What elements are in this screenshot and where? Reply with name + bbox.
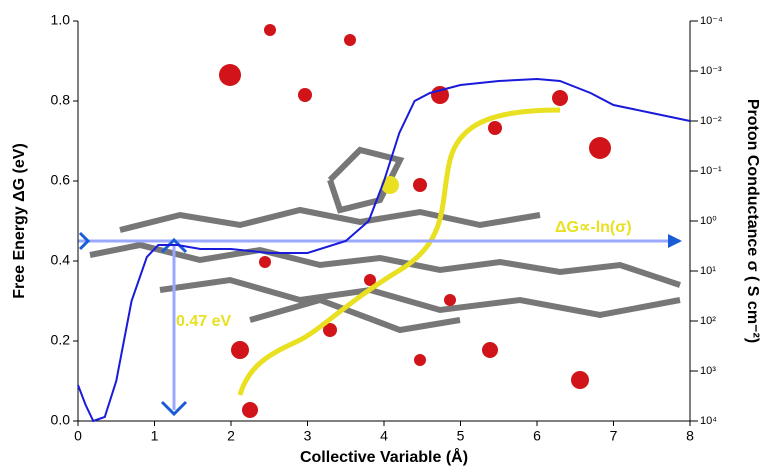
x-tick-label: 6 — [533, 428, 541, 444]
y2-tick-label: 10⁻³ — [700, 65, 722, 77]
x-tick-label: 0 — [74, 428, 82, 444]
x-tick-label: 3 — [304, 428, 312, 444]
y2-tick-label: 10⁻⁴ — [700, 15, 723, 27]
proton-path — [237, 107, 561, 396]
annotation: 0.47 eV — [176, 313, 231, 330]
y-tick-label: 1.0 — [51, 12, 71, 28]
y2-tick-label: 10⁻¹ — [700, 165, 722, 177]
y-tick-label: 0.6 — [51, 172, 71, 188]
y-tick-label: 0.8 — [51, 92, 71, 108]
y-tick-label: 0.2 — [51, 332, 71, 348]
y2-tick-label: 10⁰ — [700, 215, 717, 227]
y-tick-label: 0.0 — [51, 412, 71, 428]
annotation: ΔG∝-ln(σ) — [555, 219, 632, 236]
y2-tick-label: 10² — [700, 315, 716, 327]
x-tick-label: 5 — [457, 428, 465, 444]
y-tick-label: 0.4 — [51, 252, 71, 268]
x-tick-label: 7 — [610, 428, 618, 444]
annotation-arrows — [78, 231, 682, 417]
y2-tick-label: 10¹ — [700, 265, 716, 277]
x-tick-label: 1 — [151, 428, 159, 444]
data-line — [77, 77, 691, 423]
y2-axis-label: Proton Conductance σ ( S cm⁻²) — [744, 99, 761, 343]
y2-tick-label: 10⁴ — [700, 415, 717, 427]
y2-tick-label: 10³ — [700, 365, 716, 377]
x-tick-label: 8 — [686, 428, 694, 444]
y-axis-label: Free Energy ΔG (eV) — [11, 143, 28, 299]
x-axis-label: Collective Variable (Å) — [300, 447, 468, 466]
water-molecules — [219, 24, 611, 418]
x-tick-label: 2 — [227, 428, 235, 444]
y2-tick-label: 10⁻² — [700, 115, 722, 127]
x-tick-label: 4 — [380, 428, 388, 444]
sulfur-atom — [381, 176, 399, 194]
